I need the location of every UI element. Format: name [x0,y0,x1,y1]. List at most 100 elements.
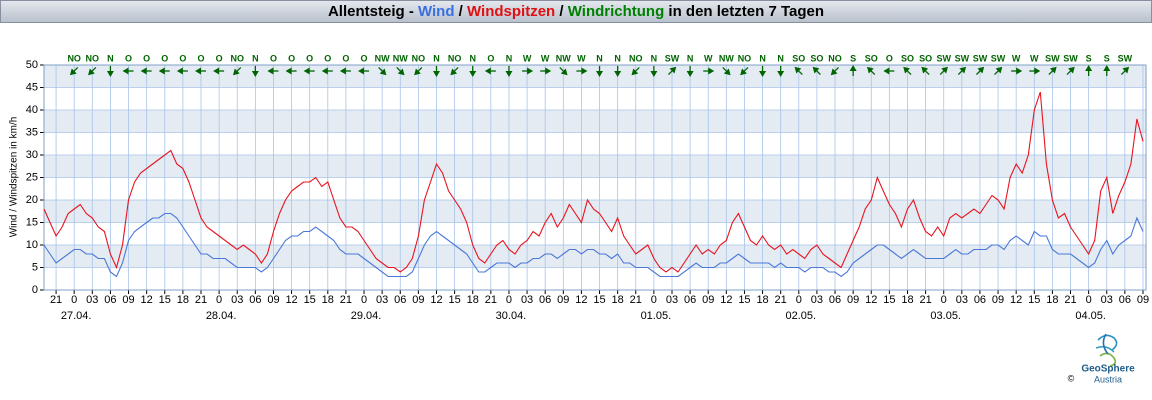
direction-label: SW [1118,53,1133,63]
direction-arrow [939,66,948,75]
direction-arrow [957,66,967,75]
direction-arrow [867,66,876,75]
x-tick-label: 18 [901,294,913,306]
arrow-head [285,67,292,75]
direction-arrow [1120,66,1130,75]
arrow-head [88,68,95,76]
direction-label: NW [393,53,408,63]
direction-arrow [484,67,496,75]
direction-arrow [1048,66,1057,75]
x-tick-label: 09 [992,294,1004,306]
y-tick-label: 20 [26,194,38,206]
direction-arrow [232,67,242,76]
x-tick-label: 06 [1119,294,1131,306]
arrow-head [941,66,948,74]
direction-label: O [288,53,295,63]
direction-arrow [540,67,552,75]
arrow-head [397,68,405,76]
direction-arrow [667,66,677,75]
direction-arrow [122,67,134,75]
direction-arrow [321,67,333,75]
x-tick-label: 21 [340,294,352,306]
direction-label: NW [375,53,390,63]
arrow-head [106,71,114,77]
arrow-head [140,67,147,75]
date-label: 04.05. [1075,310,1106,322]
direction-arrow [358,67,370,75]
direction-label: O [125,53,132,63]
arrow-head [777,71,785,77]
x-tick-label: 18 [177,294,189,306]
arrow-head [158,67,165,75]
arrow-head [1085,65,1093,71]
arrow-head [903,66,910,74]
arrow-head [560,68,568,76]
direction-arrow [303,67,315,75]
direction-arrow [759,66,767,77]
arrow-head [596,71,604,77]
arrow-head [1049,66,1057,74]
x-tick-label: 03 [521,294,533,306]
date-label: 01.05. [641,310,672,322]
direction-arrow [450,67,459,76]
direction-label: SO [792,53,805,63]
logo-name: GeoSphere [1081,364,1135,375]
arrow-head [921,66,929,74]
title-part: / [555,3,568,20]
direction-label: NO [67,53,81,63]
direction-arrow [975,66,985,75]
direction-label: SO [865,53,878,63]
arrow-head [1103,65,1111,71]
arrow-head [213,67,220,75]
band [44,200,1146,223]
x-tick-label: 0 [796,294,802,306]
x-tick-label: 06 [394,294,406,306]
date-label: 29.04. [351,310,382,322]
x-tick-label: 06 [104,294,116,306]
direction-arrow [576,67,588,75]
arrow-head [69,68,77,76]
direction-label: W [577,53,586,63]
arrow-head [267,67,274,75]
direction-label: NO [629,53,643,63]
x-tick-label: 0 [651,294,657,306]
arrow-head [379,68,387,76]
arrow-head [527,67,534,75]
x-tick-label: 09 [702,294,714,306]
arrow-head [339,67,346,75]
direction-arrow [994,66,1003,75]
direction-label: SW [936,53,951,63]
direction-arrow [522,67,534,75]
date-label: 27.04. [61,310,92,322]
x-tick-label: 15 [883,294,895,306]
x-tick-label: 09 [122,294,134,306]
x-tick-label: 09 [557,294,569,306]
direction-label: N [777,53,784,63]
x-tick-label: 06 [539,294,551,306]
direction-arrow [469,66,477,77]
arrow-head [883,67,890,75]
plot-frame [43,64,1147,291]
x-tick-label: 21 [775,294,787,306]
direction-arrow [1029,67,1041,75]
direction-arrow [69,67,79,76]
direction-arrow [921,66,930,75]
direction-label: N [687,53,694,63]
direction-arrow [849,65,857,76]
direction-arrow [686,66,694,77]
direction-label: SW [1063,53,1078,63]
y-tick-label: 35 [26,126,38,138]
copyright: © [1068,373,1075,383]
x-tick-label: 06 [249,294,261,306]
logo-sub: Austria [1094,374,1122,384]
arrow-head [505,71,513,77]
x-tick-label: 09 [847,294,859,306]
direction-arrow [339,67,351,75]
direction-label: O [306,53,313,63]
x-tick-label: 21 [195,294,207,306]
arrow-head [303,67,310,75]
y-tick-label: 5 [32,261,38,273]
arrow-head [830,68,838,76]
arrow-head [740,68,747,76]
